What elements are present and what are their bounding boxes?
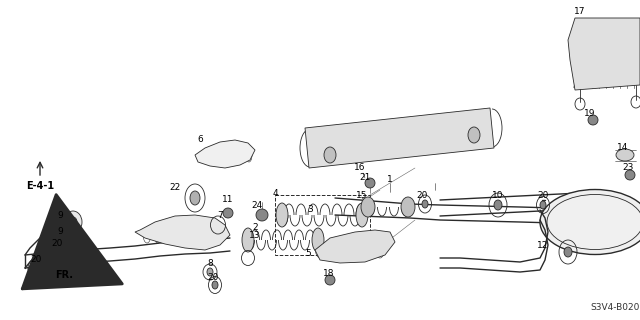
Circle shape [325, 275, 335, 285]
Text: 4: 4 [272, 188, 278, 197]
Circle shape [625, 170, 635, 180]
Text: 9: 9 [57, 228, 63, 236]
Polygon shape [305, 108, 494, 168]
Text: 20: 20 [30, 255, 42, 265]
Ellipse shape [190, 191, 200, 205]
Polygon shape [195, 140, 255, 168]
Text: 13: 13 [249, 230, 260, 239]
Text: 20: 20 [51, 238, 63, 247]
Circle shape [256, 209, 268, 221]
Text: S3V4-B0201A: S3V4-B0201A [590, 303, 640, 313]
Ellipse shape [69, 236, 77, 246]
Text: 18: 18 [323, 268, 335, 277]
Text: 7: 7 [217, 212, 223, 220]
Text: 3: 3 [307, 205, 313, 214]
Ellipse shape [32, 264, 38, 272]
Text: 15: 15 [356, 190, 368, 199]
Circle shape [223, 208, 233, 218]
Text: 11: 11 [222, 196, 234, 204]
Ellipse shape [212, 281, 218, 289]
Ellipse shape [401, 197, 415, 217]
Text: 21: 21 [359, 172, 371, 181]
Ellipse shape [242, 228, 254, 252]
Ellipse shape [64, 229, 82, 253]
Text: 24: 24 [252, 201, 262, 210]
Polygon shape [135, 215, 230, 250]
Text: 23: 23 [622, 164, 634, 172]
Text: 20: 20 [416, 191, 428, 201]
Ellipse shape [616, 149, 634, 161]
Ellipse shape [494, 200, 502, 210]
Polygon shape [315, 230, 395, 263]
Bar [275, 195, 370, 255]
Ellipse shape [422, 200, 428, 208]
Text: 17: 17 [574, 7, 586, 17]
Ellipse shape [324, 147, 336, 163]
Text: 12: 12 [538, 241, 548, 250]
Ellipse shape [468, 127, 480, 143]
Text: E-4-1: E-4-1 [26, 181, 54, 191]
Circle shape [588, 115, 598, 125]
Text: 20: 20 [538, 191, 548, 201]
Text: 1: 1 [387, 175, 393, 185]
Ellipse shape [64, 211, 82, 233]
Ellipse shape [564, 247, 572, 257]
Text: 10: 10 [492, 191, 504, 201]
Text: 6: 6 [197, 135, 203, 145]
Ellipse shape [276, 203, 288, 227]
Ellipse shape [52, 249, 58, 255]
Text: 14: 14 [618, 143, 628, 153]
Text: 19: 19 [584, 108, 596, 117]
Ellipse shape [540, 189, 640, 254]
Polygon shape [568, 18, 640, 90]
Text: 20: 20 [207, 274, 219, 283]
Text: 5: 5 [305, 249, 311, 258]
Text: 2: 2 [252, 223, 258, 233]
Text: 22: 22 [170, 183, 180, 193]
Ellipse shape [312, 228, 324, 252]
Ellipse shape [356, 203, 368, 227]
Ellipse shape [361, 197, 375, 217]
Text: 16: 16 [355, 163, 365, 172]
Text: FR.: FR. [55, 270, 73, 280]
Ellipse shape [540, 201, 546, 209]
Ellipse shape [207, 268, 213, 276]
Text: 8: 8 [207, 259, 213, 268]
Ellipse shape [69, 217, 77, 227]
Circle shape [365, 178, 375, 188]
Text: 9: 9 [57, 211, 63, 220]
